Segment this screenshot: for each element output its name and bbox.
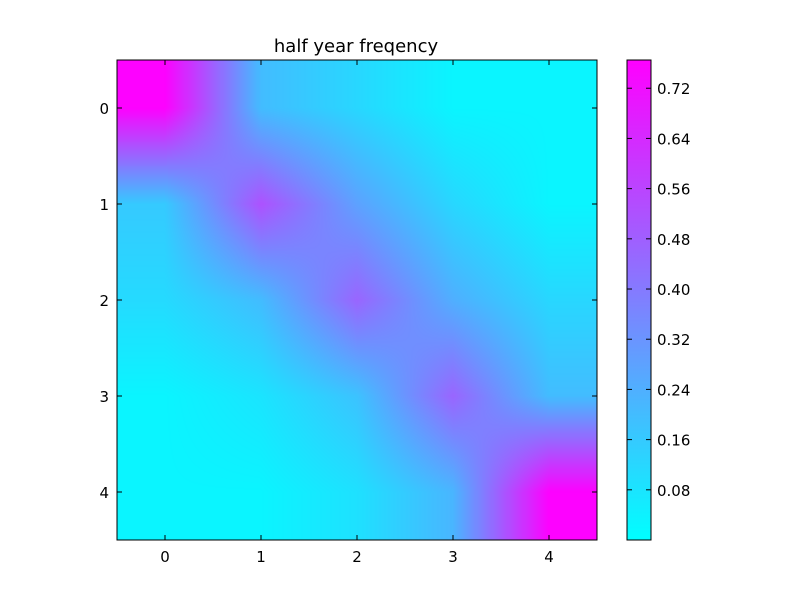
colorbar-tick-label: 0.72 [657, 80, 690, 98]
colorbar-tick-label: 0.40 [657, 281, 690, 299]
colorbar-tick-label: 0.24 [657, 381, 690, 399]
colorbar-tick-label: 0.56 [657, 181, 690, 199]
colorbar-tick-label: 0.08 [657, 482, 690, 500]
y-tick-label: 2 [99, 292, 109, 310]
x-tick-label: 1 [256, 548, 266, 566]
heatmap-image-wrapper [117, 60, 597, 540]
y-tick-label: 4 [99, 484, 109, 502]
y-tick-label: 0 [99, 100, 109, 118]
chart-title: half year freqency [274, 36, 439, 57]
colorbar-tick-label: 0.16 [657, 432, 690, 450]
y-axis: 0 1 2 3 4 [99, 100, 597, 502]
colorbar [626, 59, 652, 541]
y-tick-label: 1 [99, 196, 109, 214]
x-tick-label: 0 [160, 548, 170, 566]
heatmap-image [117, 60, 597, 540]
colorbar-tick-label: 0.32 [657, 331, 690, 349]
colorbar-axis: 0.08 0.16 0.24 0.32 0.40 0.48 0.56 0.64 0.72 [627, 80, 690, 500]
colorbar-tick-label: 0.64 [657, 130, 690, 148]
colorbar-tick-label: 0.48 [657, 231, 690, 249]
x-axis: 0 1 2 3 4 [160, 60, 554, 566]
x-tick-label: 2 [352, 548, 362, 566]
x-tick-label: 4 [544, 548, 554, 566]
x-tick-label: 3 [448, 548, 458, 566]
y-tick-label: 3 [99, 388, 109, 406]
